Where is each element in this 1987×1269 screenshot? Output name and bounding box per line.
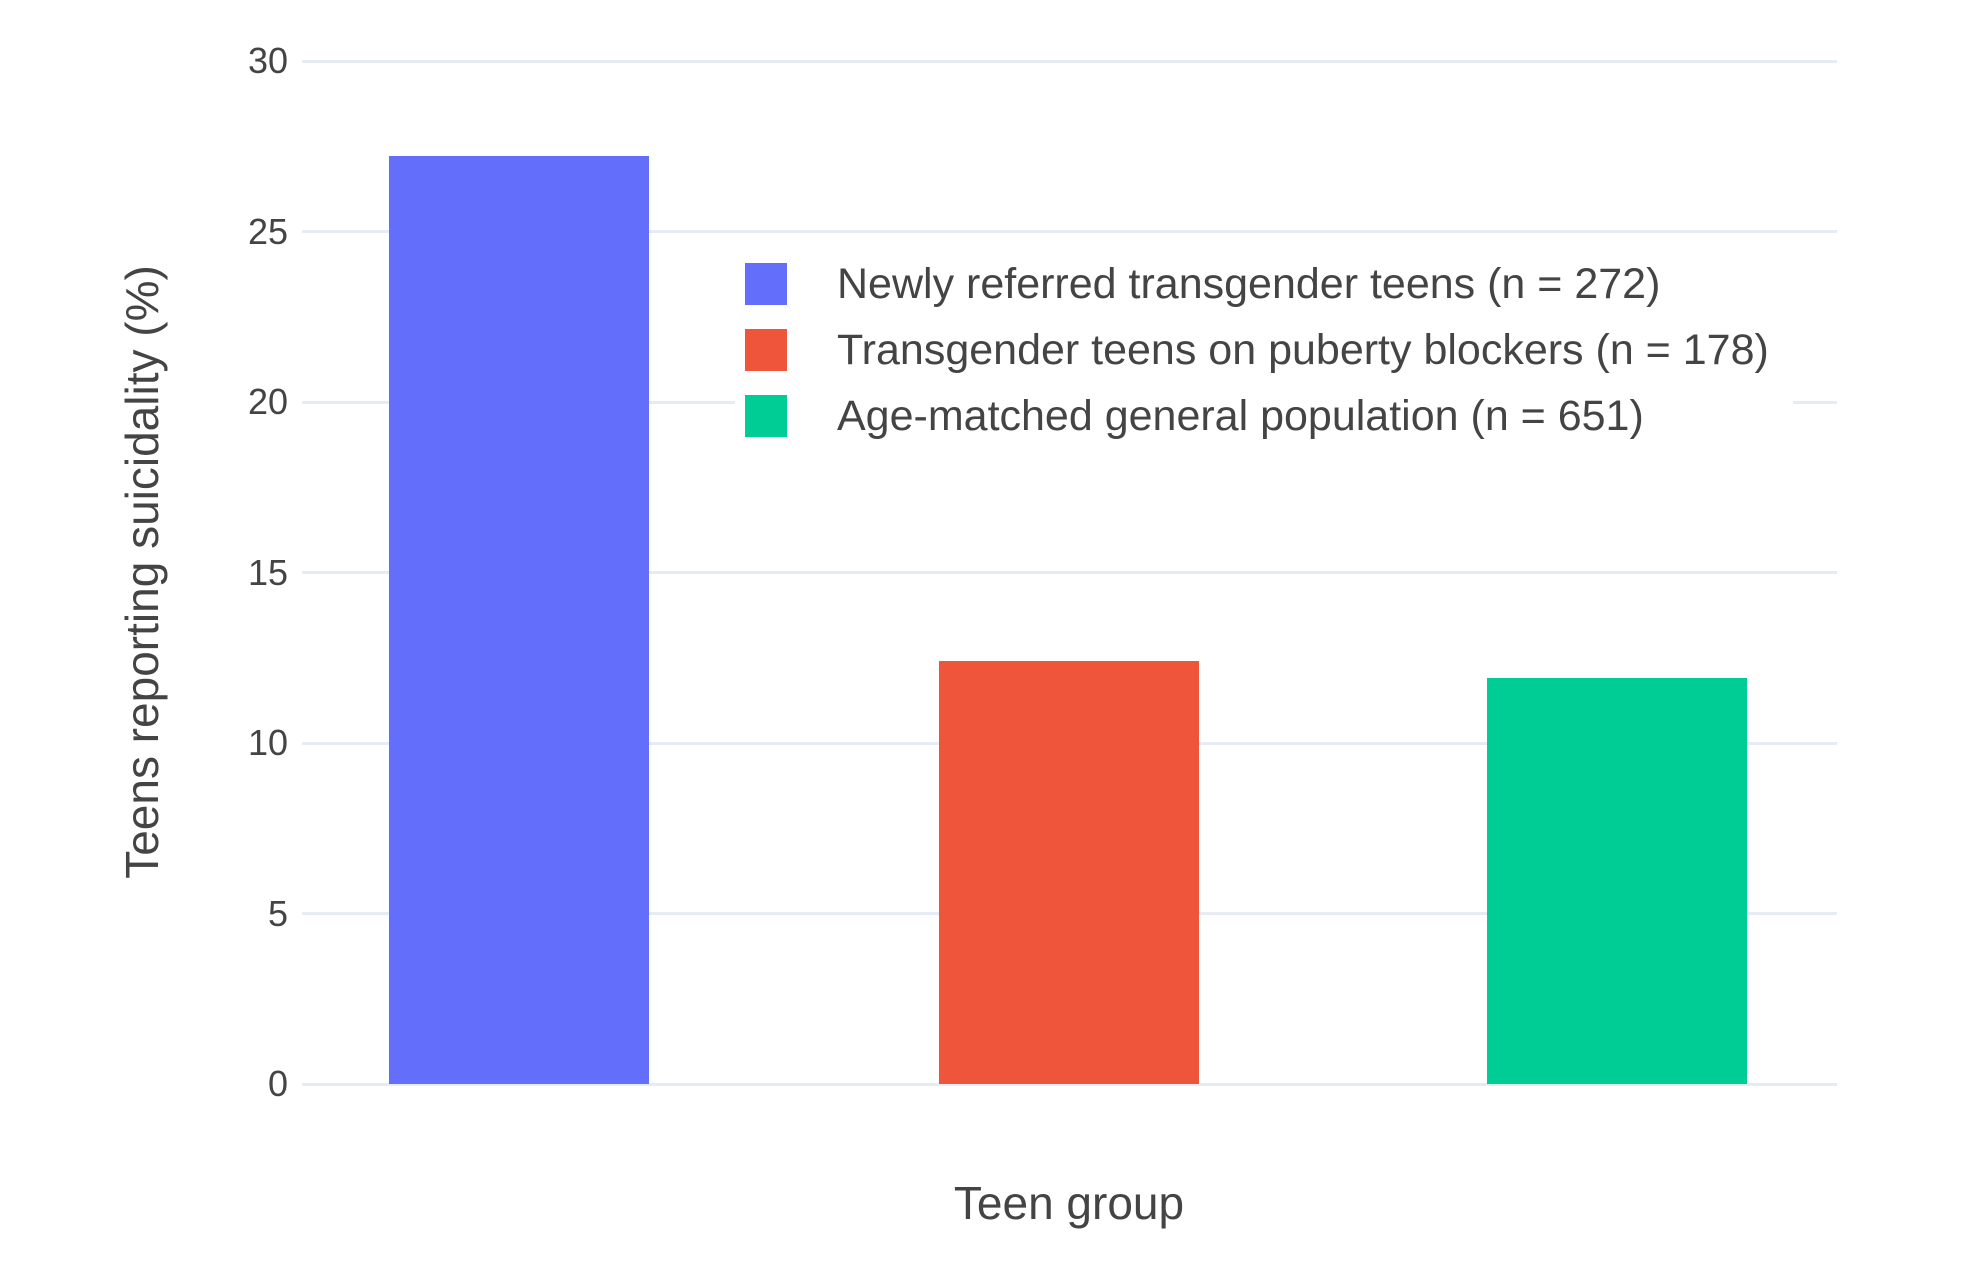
y-tick-label-10: 10 [247, 722, 288, 763]
legend-swatch-icon [745, 263, 787, 305]
legend-swatch-icon [745, 329, 787, 371]
x-axis-title: Teen group [953, 1177, 1185, 1229]
y-axis-title: Teens reporting suicidality (%) [116, 265, 168, 879]
gridline-y-25 [302, 230, 1837, 233]
bar-0[interactable] [388, 156, 650, 1084]
gridline-y-30 [302, 59, 1837, 63]
y-tick-label-0: 0 [267, 1063, 288, 1104]
gridline-y-15 [302, 571, 1837, 574]
bar-1[interactable] [938, 661, 1200, 1084]
legend-label: Age-matched general population (n = 651) [837, 391, 1644, 440]
y-tick-label-15: 15 [247, 551, 288, 593]
legend-swatch-icon [745, 395, 787, 437]
plot-area [302, 59, 1837, 1086]
y-tick-label-25: 25 [247, 210, 288, 252]
y-tick-label-30: 30 [247, 40, 288, 81]
legend-item-1[interactable]: Transgender teens on puberty blockers (n… [745, 325, 1769, 374]
y-tick-label-20: 20 [247, 381, 288, 422]
legend-label: Newly referred transgender teens (n = 27… [837, 259, 1661, 308]
legend-label: Transgender teens on puberty blockers (n… [837, 325, 1769, 374]
bar-2[interactable] [1486, 678, 1748, 1084]
legend-item-2[interactable]: Age-matched general population (n = 651) [745, 391, 1769, 440]
legend-item-0[interactable]: Newly referred transgender teens (n = 27… [745, 259, 1769, 308]
legend: Newly referred transgender teens (n = 27… [735, 244, 1793, 456]
gridline-y-0 [302, 1082, 1837, 1086]
y-tick-label-5: 5 [267, 892, 288, 934]
